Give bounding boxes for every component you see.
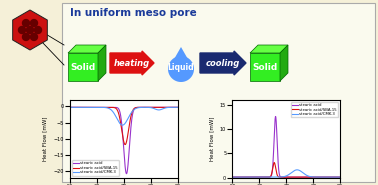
Polygon shape	[13, 10, 47, 50]
Text: Liquid: Liquid	[168, 63, 194, 71]
Polygon shape	[173, 47, 189, 61]
FancyArrow shape	[200, 51, 246, 75]
Circle shape	[31, 33, 37, 41]
Polygon shape	[280, 45, 288, 81]
Legend: stearic acid, stearic acid/SBA-15, stearic acid/CMK-3: stearic acid, stearic acid/SBA-15, stear…	[72, 160, 119, 176]
Circle shape	[34, 26, 42, 33]
Text: Solid: Solid	[253, 63, 277, 71]
Text: heating: heating	[114, 58, 150, 68]
Polygon shape	[168, 56, 194, 82]
Circle shape	[23, 20, 29, 27]
Y-axis label: Heat Flow [mW]: Heat Flow [mW]	[43, 117, 48, 161]
Circle shape	[31, 20, 37, 27]
FancyBboxPatch shape	[62, 3, 375, 182]
Polygon shape	[98, 45, 106, 81]
Polygon shape	[68, 45, 106, 53]
Circle shape	[23, 33, 29, 41]
Polygon shape	[250, 53, 280, 81]
Circle shape	[19, 26, 25, 33]
Y-axis label: Heat Flow [mW]: Heat Flow [mW]	[209, 117, 214, 161]
FancyArrow shape	[110, 51, 154, 75]
Polygon shape	[250, 45, 288, 53]
Polygon shape	[68, 53, 98, 81]
Text: In uniform meso pore: In uniform meso pore	[70, 8, 197, 18]
Text: Solid: Solid	[70, 63, 96, 71]
Legend: stearic acid, stearic acid/SBA-15, stearic acid/CMK-3: stearic acid, stearic acid/SBA-15, stear…	[291, 102, 338, 117]
Text: cooling: cooling	[206, 58, 240, 68]
Circle shape	[26, 26, 34, 33]
